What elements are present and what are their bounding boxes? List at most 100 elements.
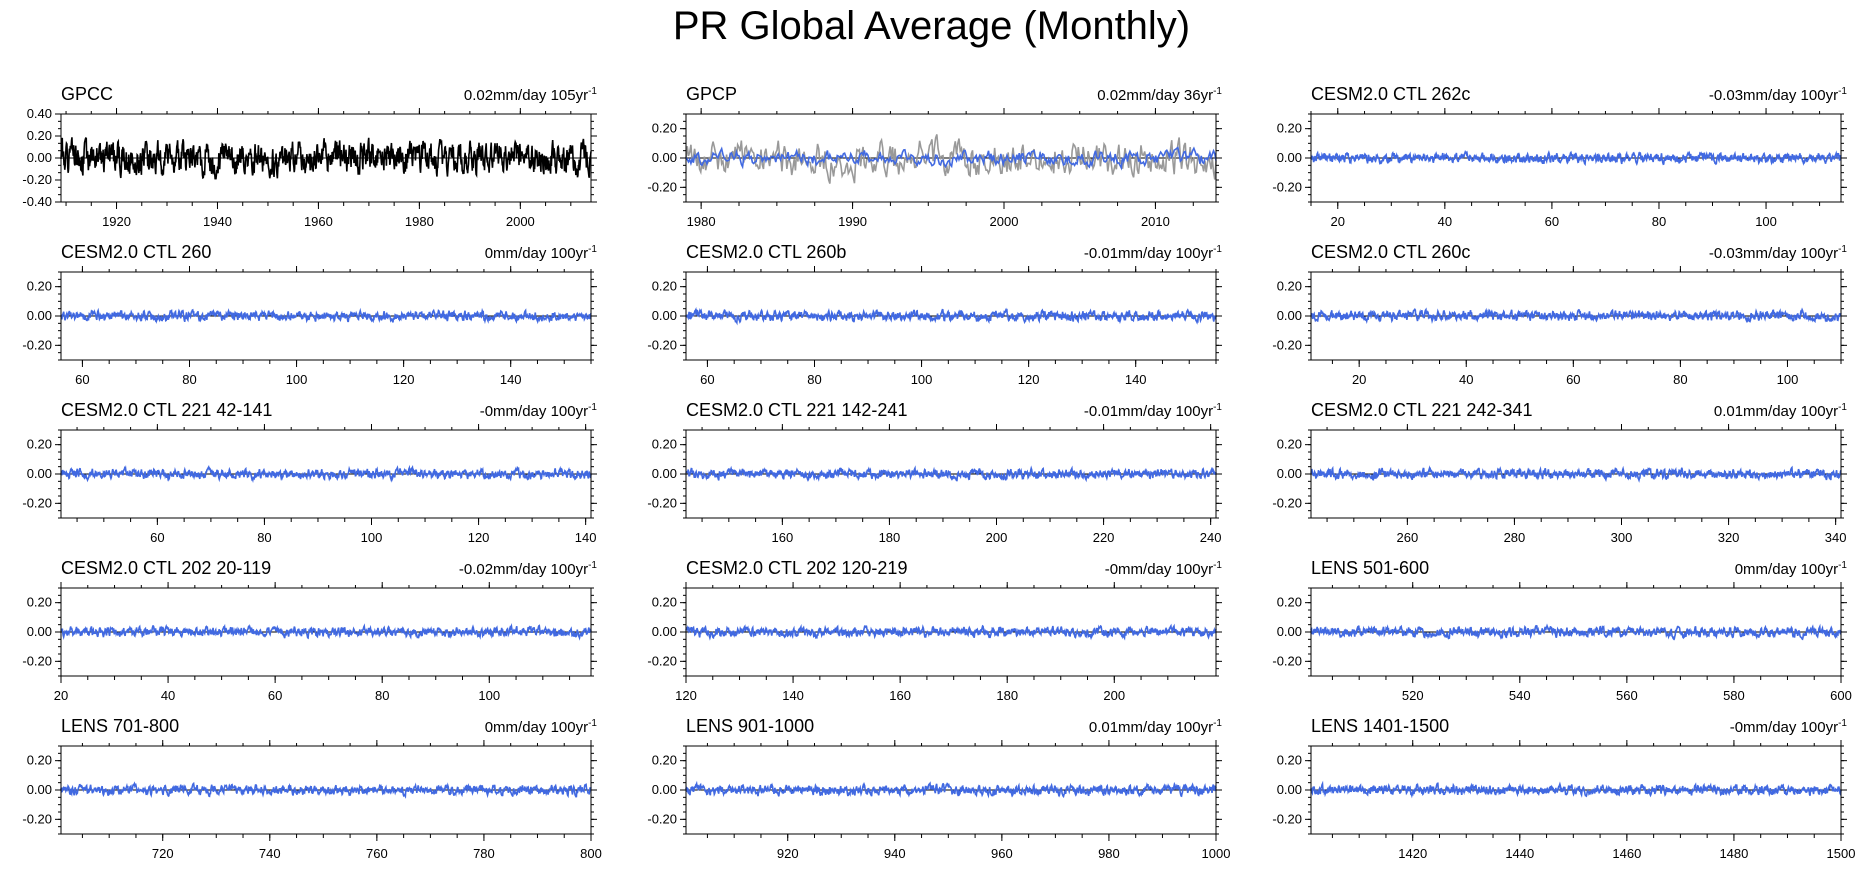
- y-tick-label: 0.20: [1277, 279, 1302, 294]
- x-tick-label: 940: [884, 846, 906, 861]
- x-tick-label: 140: [500, 372, 522, 387]
- series-line: [685, 146, 1217, 171]
- x-tick-label: 780: [473, 846, 495, 861]
- x-tick-label: 760: [366, 846, 388, 861]
- series-line: [1310, 149, 1842, 167]
- chart-panel: CESM2.0 CTL 260b -0.01mm/day 100yr-1 0.20 0…: [647, 242, 1236, 402]
- trend-label: -0.01mm/day 100yr-1: [1083, 402, 1222, 420]
- y-tick-label: 0.00: [27, 624, 52, 639]
- panel-title: CESM2.0 CTL 202 120-219: [686, 558, 908, 578]
- y-tick-label: -0.20: [1272, 495, 1302, 510]
- chart-svg: 0.20 0.00 -0.20 720 740 760 780 800: [22, 740, 602, 861]
- y-tick-label: 0.20: [1277, 595, 1302, 610]
- x-tick-label: 1980: [687, 214, 716, 229]
- x-tick-label: 40: [1459, 372, 1473, 387]
- y-tick-label: -0.20: [647, 495, 677, 510]
- y-tick-label: -0.20: [22, 172, 52, 187]
- x-tick-label: 220: [1093, 530, 1115, 545]
- x-tick-label: 120: [468, 530, 490, 545]
- chart-panel: CESM2.0 CTL 221 142-241 -0.01mm/day 100yr…: [647, 400, 1236, 560]
- series-line: [1310, 623, 1842, 641]
- chart-svg: 0.20 0.00 -0.20 520 540 560 580 600: [1272, 582, 1852, 703]
- y-tick-label: -0.20: [647, 653, 677, 668]
- y-tick-label: 0.00: [27, 150, 52, 165]
- x-tick-label: 60: [150, 530, 164, 545]
- y-tick-label: 0.00: [27, 466, 52, 481]
- y-tick-label: 0.20: [27, 128, 52, 143]
- chart-panel: CESM2.0 CTL 221 42-141 -0mm/day 100yr-1 0.…: [22, 400, 611, 560]
- x-tick-label: 920: [777, 846, 799, 861]
- chart-svg: 0.20 0.00 -0.20 60 80 100 120 140: [22, 266, 597, 387]
- x-tick-label: 1500: [1827, 846, 1856, 861]
- y-tick-label: 0.00: [1277, 466, 1302, 481]
- trend-label: 0mm/day 100yr-1: [1734, 560, 1847, 578]
- x-tick-label: 600: [1830, 688, 1852, 703]
- series-line: [60, 781, 592, 799]
- y-tick-label: 0.20: [27, 753, 52, 768]
- y-tick-label: 0.20: [1277, 121, 1302, 136]
- chart-panel: LENS 701-800 0mm/day 100yr-1 0.20 0.00 -0.20…: [22, 716, 611, 876]
- x-tick-label: 60: [1566, 372, 1580, 387]
- trend-label: 0.02mm/day 36yr-1: [1097, 86, 1222, 104]
- chart-svg: 0.20 0.00 -0.20 160 180 200 220 240: [647, 424, 1222, 545]
- chart-panel: CESM2.0 CTL 202 120-219 -0mm/day 100yr-1 0…: [647, 558, 1236, 718]
- x-tick-label: 300: [1611, 530, 1633, 545]
- y-tick-label: 0.00: [1277, 782, 1302, 797]
- chart-svg: 0.20 0.00 -0.20 260 280 300 320 340: [1272, 424, 1847, 545]
- x-tick-label: 520: [1402, 688, 1424, 703]
- y-tick-label: 0.20: [1277, 437, 1302, 452]
- x-tick-label: 140: [1125, 372, 1147, 387]
- y-tick-label: 0.00: [1277, 624, 1302, 639]
- y-tick-label: 0.20: [27, 595, 52, 610]
- x-tick-label: 60: [1545, 214, 1559, 229]
- x-tick-label: 1990: [838, 214, 867, 229]
- chart-panel: CESM2.0 CTL 262c -0.03mm/day 100yr-1 0.20 0…: [1272, 84, 1861, 244]
- chart-panel: CESM2.0 CTL 202 20-119 -0.02mm/day 100yr-…: [22, 558, 611, 718]
- panel-title: CESM2.0 CTL 260: [61, 242, 212, 262]
- chart-svg: 0.20 0.00 -0.20 920 940 960 980 1000: [647, 740, 1231, 861]
- x-tick-label: 20: [1352, 372, 1366, 387]
- y-tick-label: 0.00: [27, 308, 52, 323]
- chart-panel: CESM2.0 CTL 260 0mm/day 100yr-1 0.20 0.00 -0…: [22, 242, 611, 402]
- y-tick-label: -0.20: [22, 337, 52, 352]
- x-tick-label: 2010: [1141, 214, 1170, 229]
- x-tick-label: 580: [1723, 688, 1745, 703]
- x-tick-label: 180: [879, 530, 901, 545]
- series-line: [1310, 465, 1842, 483]
- x-tick-label: 960: [991, 846, 1013, 861]
- x-tick-label: 180: [996, 688, 1018, 703]
- x-tick-label: 200: [1103, 688, 1125, 703]
- x-tick-label: 320: [1718, 530, 1740, 545]
- y-tick-label: -0.20: [22, 653, 52, 668]
- x-tick-label: 340: [1825, 530, 1847, 545]
- series-line: [685, 465, 1217, 483]
- x-tick-label: 40: [161, 688, 175, 703]
- trend-label: 0.01mm/day 100yr-1: [1088, 718, 1222, 736]
- trend-label: 0mm/day 100yr-1: [484, 244, 597, 262]
- x-tick-label: 80: [182, 372, 196, 387]
- x-tick-label: 80: [1673, 372, 1687, 387]
- x-tick-label: 120: [675, 688, 697, 703]
- panel-title: CESM2.0 CTL 221 242-341: [1311, 400, 1533, 420]
- y-tick-label: 0.20: [652, 279, 677, 294]
- y-tick-label: 0.40: [27, 106, 52, 121]
- panel-title: CESM2.0 CTL 260c: [1311, 242, 1471, 262]
- x-tick-label: 100: [286, 372, 308, 387]
- panel-title: LENS 701-800: [61, 716, 180, 736]
- x-tick-label: 100: [1755, 214, 1777, 229]
- series-line: [60, 464, 592, 483]
- series-line: [60, 307, 592, 325]
- x-tick-label: 1000: [1202, 846, 1231, 861]
- y-tick-label: 0.20: [1277, 753, 1302, 768]
- trend-label: 0.02mm/day 105yr-1: [463, 86, 597, 104]
- series-line: [1310, 307, 1842, 325]
- x-tick-label: 140: [575, 530, 597, 545]
- y-tick-label: -0.20: [1272, 179, 1302, 194]
- x-tick-label: 80: [257, 530, 271, 545]
- y-tick-label: -0.20: [22, 495, 52, 510]
- y-tick-label: 0.00: [1277, 308, 1302, 323]
- x-tick-label: 1940: [203, 214, 232, 229]
- x-tick-label: 20: [1331, 214, 1345, 229]
- x-tick-label: 1980: [405, 214, 434, 229]
